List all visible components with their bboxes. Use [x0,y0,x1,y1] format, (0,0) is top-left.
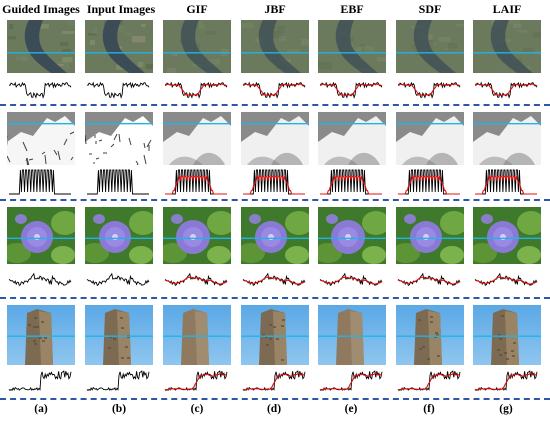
profile-plot-tower-1 [84,365,154,397]
profile-plot-flower-5 [395,264,465,296]
header-jbf: JBF [264,2,286,16]
profile-plot-snow-1 [84,166,154,198]
image-snow-0 [7,112,75,165]
label-f: (f) [423,403,435,415]
image-tower-1 [85,305,153,365]
profile-plot-river-0 [6,73,76,105]
image-river-4 [318,20,386,73]
profile-plot-flower-6 [472,264,542,296]
header-gif: GIF [186,2,208,16]
profile-plot-snow-4 [317,166,387,198]
image-snow-4 [318,112,386,165]
profile-plot-flower-4 [317,264,387,296]
profile-plot-tower-2 [162,365,232,397]
image-tower-5 [396,305,464,365]
profile-plot-flower-1 [84,264,154,296]
profile-plot-flower-0 [6,264,76,296]
image-snow-3 [241,112,309,165]
image-tower-2 [163,305,231,365]
image-tower-6 [473,305,541,365]
profile-plot-tower-6 [472,365,542,397]
profile-plot-snow-6 [472,166,542,198]
profile-plot-tower-5 [395,365,465,397]
image-flower-3 [241,207,309,264]
label-d: (d) [266,403,282,415]
row-separator [0,199,550,201]
profile-plot-river-5 [395,73,465,105]
profile-plot-river-6 [472,73,542,105]
label-b: (b) [111,403,127,415]
profile-plot-river-1 [84,73,154,105]
profile-plot-tower-4 [317,365,387,397]
header-guided-images: Guided Images [2,2,80,16]
image-tower-4 [318,305,386,365]
image-flower-6 [473,207,541,264]
profile-plot-river-3 [240,73,310,105]
profile-plot-flower-3 [240,264,310,296]
row-separator [0,297,550,299]
row-separator [0,104,550,106]
profile-plot-snow-0 [6,166,76,198]
image-river-6 [473,20,541,73]
label-c: (c) [190,403,204,415]
profile-plot-tower-3 [240,365,310,397]
label-e: (e) [344,403,358,415]
image-tower-0 [7,305,75,365]
image-snow-1 [85,112,153,165]
profile-plot-snow-2 [162,166,232,198]
image-snow-5 [396,112,464,165]
header-input-images: Input Images [86,2,156,16]
profile-plot-flower-2 [162,264,232,296]
image-river-0 [7,20,75,73]
image-snow-6 [473,112,541,165]
header-laif: LAIF [492,2,522,16]
image-river-2 [163,20,231,73]
image-flower-2 [163,207,231,264]
profile-plot-snow-5 [395,166,465,198]
header-sdf: SDF [418,2,442,16]
image-river-1 [85,20,153,73]
image-tower-3 [241,305,309,365]
image-river-3 [241,20,309,73]
image-snow-2 [163,112,231,165]
image-flower-0 [7,207,75,264]
label-g: (g) [499,403,513,415]
profile-plot-river-2 [162,73,232,105]
image-flower-4 [318,207,386,264]
profile-plot-river-4 [317,73,387,105]
row-separator [0,398,550,400]
image-river-5 [396,20,464,73]
header-ebf: EBF [340,2,364,16]
profile-plot-tower-0 [6,365,76,397]
profile-plot-snow-3 [240,166,310,198]
label-a: (a) [34,403,48,415]
image-flower-1 [85,207,153,264]
image-flower-5 [396,207,464,264]
